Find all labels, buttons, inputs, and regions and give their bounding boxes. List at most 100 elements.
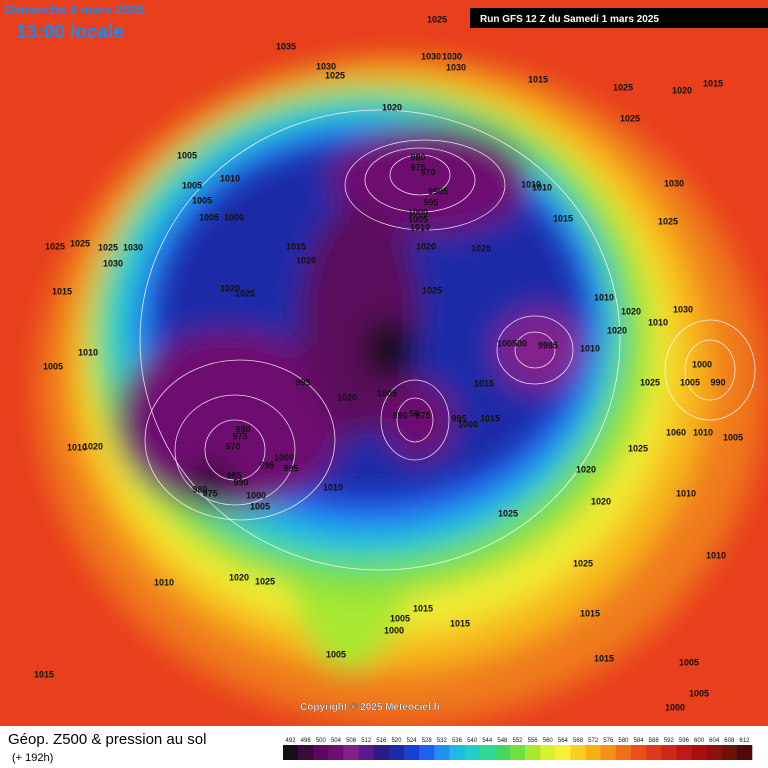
pressure-label: 970 — [225, 441, 240, 451]
pressure-label: 1010 — [323, 482, 343, 492]
pressure-label: 1025 — [471, 243, 491, 253]
pressure-label: 1005 — [680, 377, 700, 387]
pressure-label: 980 — [410, 152, 425, 162]
pressure-label: 100500 — [497, 338, 527, 348]
pressure-label: 1005 — [723, 432, 743, 442]
pressure-label: 1025 — [658, 216, 678, 226]
pressure-label: 1020 — [621, 306, 641, 316]
scale-swatch — [358, 745, 375, 760]
pressure-label: 1025 — [427, 14, 447, 24]
scale-label: 556 — [528, 738, 539, 744]
pressure-label: 1015 — [553, 213, 573, 223]
pressure-label: 1025 — [45, 241, 65, 251]
pressure-label: 1010 — [594, 292, 614, 302]
pressure-label: 1015 — [594, 653, 614, 663]
scale-swatch — [479, 745, 496, 760]
pressure-label: 1005 — [377, 388, 397, 398]
pressure-label: 1015 — [34, 669, 54, 679]
pressure-label: 1025 — [640, 377, 660, 387]
pressure-label: 985 — [226, 470, 241, 480]
pressure-label: 9905 — [428, 186, 448, 196]
scale-swatch — [540, 745, 556, 760]
pressure-label: 1000 — [665, 702, 685, 712]
pressure-label: 1030 — [664, 178, 684, 188]
pressure-label: 990 — [392, 410, 407, 420]
scale-label: 500 — [316, 738, 327, 744]
pressure-label: 1010 — [706, 550, 726, 560]
pressure-label: 1020 — [591, 496, 611, 506]
pressure-label: 1005 — [326, 649, 346, 659]
scale-label: 548 — [497, 738, 508, 744]
footer-title: Géop. Z500 & pression au sol — [8, 731, 206, 748]
scale-swatch — [661, 745, 677, 760]
pressure-label: 1030 — [316, 61, 336, 71]
run-box — [470, 8, 768, 28]
pressure-label: 1005 — [408, 214, 428, 224]
pressure-label: 1025 — [70, 238, 90, 248]
pressure-label: 1015 — [480, 413, 500, 423]
pressure-label: 1005 — [192, 195, 212, 205]
scale-label: 596 — [679, 738, 690, 744]
pressure-label: 1025 — [620, 113, 640, 123]
pressure-label: 1000 — [274, 452, 294, 462]
pressure-label: 1015 — [52, 286, 72, 296]
pressure-label: 995 — [295, 377, 310, 387]
pressure-label: 1025 — [255, 576, 275, 586]
scale-label: 540 — [467, 738, 478, 744]
pressure-label: 1010 — [693, 427, 713, 437]
pressure-label: 1020 — [220, 283, 240, 293]
scale-label: 568 — [573, 738, 584, 744]
scale-swatch — [313, 745, 329, 760]
isobars — [139, 109, 756, 571]
scale-label: 552 — [512, 738, 523, 744]
pressure-label: 1030 — [442, 51, 462, 61]
pressure-label: 1010 — [648, 317, 668, 327]
scale-label: 560 — [543, 738, 554, 744]
pressure-label: 1020 — [83, 441, 103, 451]
scale-swatch — [434, 745, 450, 760]
pressure-label: 1010 — [154, 577, 174, 587]
scale-swatch — [328, 745, 344, 760]
pressure-label: 9985 — [538, 340, 558, 350]
pressure-label: 1030 — [123, 242, 143, 252]
scale-label: 612 — [739, 738, 750, 744]
pressure-label: 1020 — [607, 325, 627, 335]
pressure-label: 1015 — [474, 378, 494, 388]
pressure-label: 995 — [259, 460, 274, 470]
scale-swatch — [721, 745, 738, 760]
pressure-label: 1025 — [422, 285, 442, 295]
copyright: Copyright © 2025 Meteociel.fr — [300, 702, 441, 713]
pressure-label: 1030 — [673, 304, 693, 314]
scale-swatch — [509, 745, 526, 760]
run-info: Run GFS 12 Z du Samedi 1 mars 2025 — [480, 14, 659, 25]
pressure-label: 1020 — [229, 572, 249, 582]
pressure-label: 1005 — [250, 501, 270, 511]
scale-swatch — [419, 745, 435, 760]
pressure-label: 1015 — [450, 618, 470, 628]
pressure-label: 1030 — [103, 258, 123, 268]
scale-swatch — [343, 745, 359, 760]
pressure-label: 1000 — [692, 359, 712, 369]
pressure-label: 1015 — [286, 241, 306, 251]
pressure-label: 1020 — [337, 392, 357, 402]
pressure-label: 1015 — [703, 78, 723, 88]
scale-swatch — [585, 745, 602, 760]
pressure-label: 1025 — [235, 288, 255, 298]
pressure-label: 1020 — [382, 102, 402, 112]
pressure-label: 1010 — [78, 347, 98, 357]
pressure-label: 1000 — [408, 207, 428, 217]
pressure-label: 1015 — [528, 74, 548, 84]
pressure-label: 1030 — [446, 62, 466, 72]
scale-label: 608 — [724, 738, 735, 744]
pressure-label: 1020 — [576, 464, 596, 474]
color-scale: 492 496 500 504 508 512 516 520 524 528 532 536 540 5… — [283, 738, 753, 760]
scale-label: 532 — [437, 738, 448, 744]
scale-label: 580 — [618, 738, 629, 744]
scale-swatch — [404, 745, 420, 760]
scale-label: 524 — [407, 738, 418, 744]
pressure-label: 1010 — [521, 179, 541, 189]
pressure-label: 975 — [232, 431, 247, 441]
pressure-label: 1005 — [177, 150, 197, 160]
pressure-label: 1025 — [628, 443, 648, 453]
